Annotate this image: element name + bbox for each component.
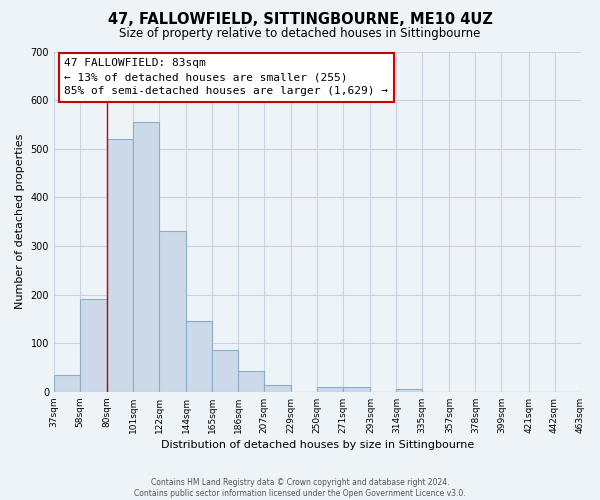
Text: Size of property relative to detached houses in Sittingbourne: Size of property relative to detached ho… [119,28,481,40]
Text: 47, FALLOWFIELD, SITTINGBOURNE, ME10 4UZ: 47, FALLOWFIELD, SITTINGBOURNE, ME10 4UZ [107,12,493,28]
Bar [186,322,212,392]
Bar [80,300,107,392]
Text: 47 FALLOWFIELD: 83sqm
← 13% of detached houses are smaller (255)
85% of semi-det: 47 FALLOWFIELD: 83sqm ← 13% of detached … [64,58,388,96]
Bar [54,375,80,392]
Bar [212,350,238,392]
Bar [133,122,159,392]
Bar [264,384,291,392]
Bar [397,390,422,392]
Bar [317,387,343,392]
Bar [159,232,186,392]
X-axis label: Distribution of detached houses by size in Sittingbourne: Distribution of detached houses by size … [161,440,474,450]
Bar [238,372,264,392]
Y-axis label: Number of detached properties: Number of detached properties [15,134,25,310]
Bar [107,139,133,392]
Text: Contains HM Land Registry data © Crown copyright and database right 2024.
Contai: Contains HM Land Registry data © Crown c… [134,478,466,498]
Bar [343,387,370,392]
